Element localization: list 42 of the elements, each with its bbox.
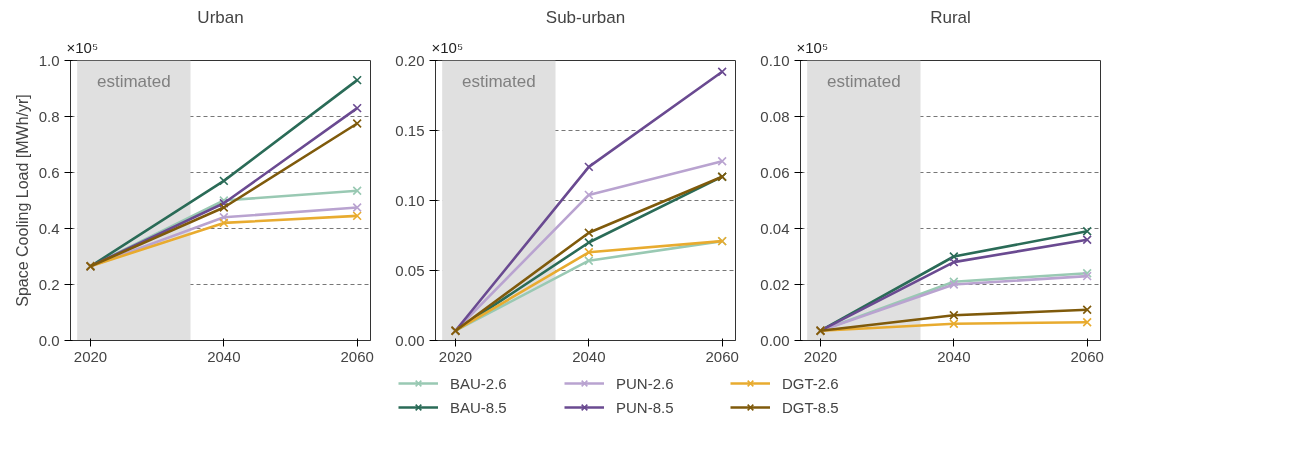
y-tick-label: 0.0 — [38, 331, 60, 349]
y-tick-label: 0.20 — [395, 51, 425, 69]
x-tick-label: 2040 — [937, 347, 971, 365]
y-tick-label: 0.00 — [395, 331, 425, 349]
y-axis-title: Space Cooling Load [MWh/yr] — [13, 94, 31, 307]
y-tick-label: 0.2 — [38, 275, 60, 293]
x-tick-label: 2040 — [207, 347, 241, 365]
x-tick-label: 2060 — [705, 347, 739, 365]
y-tick-label: 0.02 — [760, 275, 790, 293]
legend-label: BAU-2.6 — [450, 374, 508, 392]
text: ×10⁵ — [796, 38, 829, 56]
y-tick-label: 0.4 — [38, 219, 60, 237]
x-tick-label: 2040 — [572, 347, 606, 365]
legend-label: PUN-2.6 — [616, 374, 675, 392]
y-tick-label: 0.10 — [760, 51, 790, 69]
y-tick-label: 1.0 — [38, 51, 60, 69]
chart-title: Rural — [930, 7, 971, 27]
x-tick-label: 2060 — [340, 347, 374, 365]
y-tick-label: 0.00 — [760, 331, 790, 349]
legend-label: BAU-8.5 — [450, 398, 508, 416]
x-tick-label: 2020 — [803, 347, 838, 365]
legend-label: DGT-8.5 — [782, 398, 840, 416]
y-tick-label: 0.10 — [395, 191, 425, 209]
x-tick-label: 2020 — [73, 347, 108, 365]
chart-title: Urban — [197, 7, 244, 27]
band-label: estimated — [96, 71, 171, 91]
legend-label: PUN-8.5 — [616, 398, 675, 416]
y-tick-label: 0.6 — [38, 163, 60, 181]
y-tick-label: 0.8 — [38, 107, 60, 125]
band-label: estimated — [461, 71, 536, 91]
text: ×10⁵ — [66, 38, 99, 56]
y-tick-label: 0.06 — [760, 163, 790, 181]
x-tick-label: 2060 — [1070, 347, 1104, 365]
x-tick-label: 2020 — [438, 347, 473, 365]
band-label: estimated — [826, 71, 901, 91]
legend-label: DGT-2.6 — [782, 374, 840, 392]
y-tick-label: 0.05 — [395, 261, 425, 279]
y-tick-label: 0.04 — [760, 219, 790, 237]
y-tick-label: 0.08 — [760, 107, 790, 125]
chart-title: Sub-urban — [545, 7, 626, 27]
text: ×10⁵ — [431, 38, 464, 56]
y-tick-label: 0.15 — [395, 121, 425, 139]
